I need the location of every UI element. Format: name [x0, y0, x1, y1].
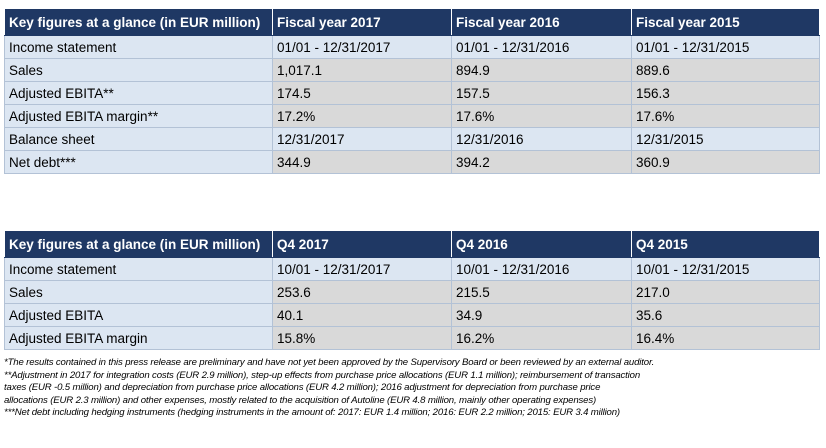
row-label: Income statement — [4, 35, 273, 59]
cell: 157.5 — [451, 81, 632, 105]
cell: 1,017.1 — [272, 58, 452, 82]
cell: 889.6 — [631, 58, 820, 82]
cell: 215.5 — [451, 280, 632, 304]
header-cell-title: Key figures at a glance (in EUR million) — [4, 8, 273, 36]
header-cell-q4-2016: Q4 2016 — [451, 230, 632, 258]
row-label: Adjusted EBITA** — [4, 81, 273, 105]
table-row: Net debt*** 344.9 394.2 360.9 — [4, 150, 820, 174]
cell: 15.8% — [272, 326, 452, 350]
table-row: Adjusted EBITA** 174.5 157.5 156.3 — [4, 81, 820, 105]
table-row: Adjusted EBITA margin 15.8% 16.2% 16.4% — [4, 326, 820, 350]
cell: 360.9 — [631, 150, 820, 174]
header-cell-q4-2017: Q4 2017 — [272, 230, 452, 258]
table-header-row: Key figures at a glance (in EUR million)… — [4, 230, 820, 258]
row-label: Sales — [4, 280, 273, 304]
cell: 16.4% — [631, 326, 820, 350]
row-label: Adjusted EBITA margin** — [4, 104, 273, 128]
cell: 174.5 — [272, 81, 452, 105]
table-row: Sales 253.6 215.5 217.0 — [4, 280, 820, 304]
cell: 344.9 — [272, 150, 452, 174]
row-label: Net debt*** — [4, 150, 273, 174]
cell: 253.6 — [272, 280, 452, 304]
table-row: Income statement 10/01 - 12/31/2017 10/0… — [4, 257, 820, 281]
cell: 17.2% — [272, 104, 452, 128]
cell: 17.6% — [631, 104, 820, 128]
cell: 01/01 - 12/31/2017 — [272, 35, 452, 59]
table-row: Sales 1,017.1 894.9 889.6 — [4, 58, 820, 82]
cell: 01/01 - 12/31/2016 — [451, 35, 632, 59]
cell: 394.2 — [451, 150, 632, 174]
quarterly-key-figures-table: Key figures at a glance (in EUR million)… — [4, 230, 820, 350]
footnote-adjustment-cont: allocations (EUR 2.3 million) and other … — [4, 394, 597, 406]
row-label: Adjusted EBITA — [4, 303, 273, 327]
cell: 217.0 — [631, 280, 820, 304]
cell: 34.9 — [451, 303, 632, 327]
cell: 35.6 — [631, 303, 820, 327]
table-row: Income statement 01/01 - 12/31/2017 01/0… — [4, 35, 820, 59]
row-label: Income statement — [4, 257, 273, 281]
header-cell-fy2016: Fiscal year 2016 — [451, 8, 632, 36]
cell: 17.6% — [451, 104, 632, 128]
cell: 894.9 — [451, 58, 632, 82]
fiscal-year-key-figures-table: Key figures at a glance (in EUR million)… — [4, 8, 820, 174]
cell: 10/01 - 12/31/2017 — [272, 257, 452, 281]
header-cell-q4-2015: Q4 2015 — [631, 230, 820, 258]
header-cell-fy2017: Fiscal year 2017 — [272, 8, 452, 36]
cell: 10/01 - 12/31/2015 — [631, 257, 820, 281]
row-label: Adjusted EBITA margin — [4, 326, 273, 350]
cell: 01/01 - 12/31/2015 — [631, 35, 820, 59]
footnotes: *The results contained in this press rel… — [4, 357, 822, 420]
cell: 12/31/2015 — [631, 127, 820, 151]
cell: 12/31/2017 — [272, 127, 452, 151]
row-label: Sales — [4, 58, 273, 82]
header-cell-fy2015: Fiscal year 2015 — [631, 8, 820, 36]
cell: 16.2% — [451, 326, 632, 350]
header-cell-title: Key figures at a glance (in EUR million) — [4, 230, 273, 258]
cell: 156.3 — [631, 81, 820, 105]
table-row: Adjusted EBITA margin** 17.2% 17.6% 17.6… — [4, 104, 820, 128]
row-label: Balance sheet — [4, 127, 273, 151]
cell: 12/31/2016 — [451, 127, 632, 151]
table-row: Adjusted EBITA 40.1 34.9 35.6 — [4, 303, 820, 327]
cell: 40.1 — [272, 303, 452, 327]
cell: 10/01 - 12/31/2016 — [451, 257, 632, 281]
footnote-net-debt: ***Net debt including hedging instrument… — [4, 407, 620, 419]
footnote-adjustment-cont: taxes (EUR -0.5 million) and depreciatio… — [4, 382, 601, 394]
footnote-preliminary: *The results contained in this press rel… — [4, 357, 655, 368]
footnote-adjustment: **Adjustment in 2017 for integration cos… — [4, 369, 641, 381]
table-header-row: Key figures at a glance (in EUR million)… — [4, 8, 820, 36]
table-row: Balance sheet 12/31/2017 12/31/2016 12/3… — [4, 127, 820, 151]
